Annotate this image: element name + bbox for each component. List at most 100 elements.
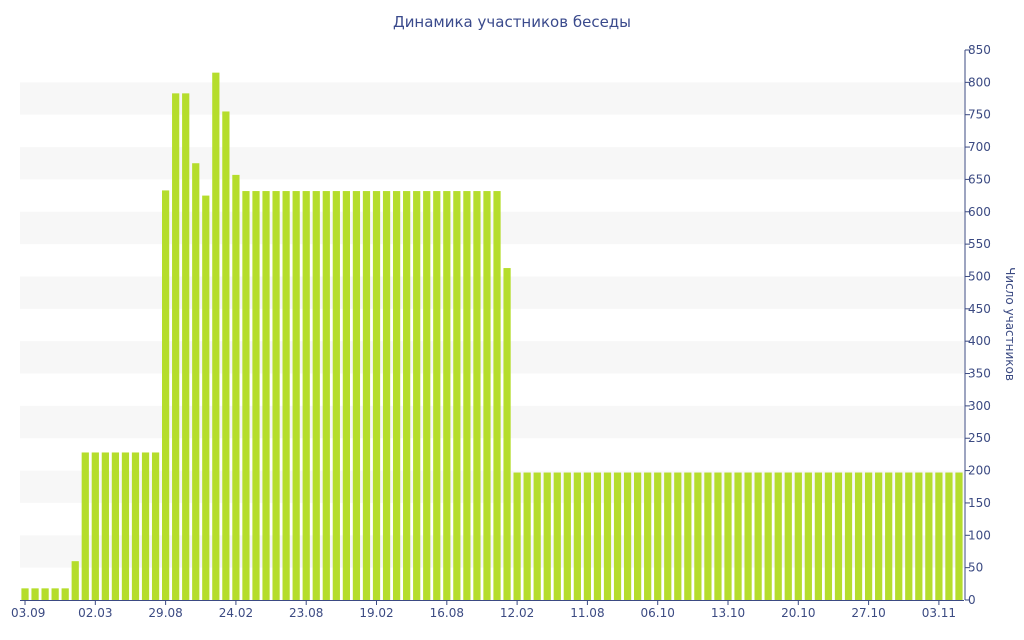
bar <box>151 452 160 600</box>
bar <box>322 191 330 600</box>
bar <box>463 191 471 600</box>
bar <box>162 190 170 601</box>
bar <box>744 472 752 600</box>
bar-series <box>21 72 963 601</box>
bar <box>372 191 381 600</box>
bar <box>674 472 682 600</box>
grid-band <box>20 211 964 245</box>
bar <box>844 472 853 600</box>
bar <box>935 472 943 600</box>
x-tick-label: 20.10 <box>781 606 815 620</box>
x-tick-label: 13.10 <box>711 606 745 620</box>
x-axis: 03.09 02.03 29.08 24.02 23.08 19.02 16.08 12.02… <box>11 600 964 620</box>
bar <box>864 472 873 600</box>
bar <box>533 472 541 600</box>
y-tick-label: 850 <box>968 43 991 57</box>
grid-band <box>20 276 964 309</box>
bar <box>714 472 722 600</box>
bar <box>192 163 200 600</box>
bar <box>955 472 963 600</box>
bar <box>473 191 481 600</box>
bar <box>392 191 401 600</box>
bar <box>212 72 220 601</box>
y-axis: 0 50 100 150 200 250 300 350 400 450 500 550 600 650 7… <box>964 43 991 607</box>
y-tick-label: 100 <box>968 528 991 542</box>
y-tick-label: 650 <box>968 172 991 186</box>
bar <box>603 472 612 600</box>
x-tick-label: 23.08 <box>289 606 323 620</box>
chart-title: Динамика участников беседы <box>392 13 632 31</box>
bar <box>252 191 260 600</box>
bar <box>433 191 441 600</box>
y-tick-label: 500 <box>968 269 991 283</box>
bar <box>61 588 69 600</box>
y-tick-label: 600 <box>968 205 991 219</box>
bar <box>403 191 411 600</box>
y-axis-title: Число участников <box>1003 267 1017 381</box>
x-tick-label: 29.08 <box>148 606 182 620</box>
bar <box>493 191 501 600</box>
bar <box>895 472 903 600</box>
bar <box>885 472 893 600</box>
bar <box>794 472 802 600</box>
grid-band <box>20 470 964 503</box>
y-tick-label: 50 <box>968 561 983 575</box>
bar <box>332 191 340 600</box>
bar <box>724 472 732 600</box>
bar <box>362 191 371 600</box>
bar <box>543 472 551 600</box>
y-tick-label: 250 <box>968 431 991 445</box>
grid-band <box>20 341 964 374</box>
y-tick-label: 300 <box>968 399 991 413</box>
x-tick-label: 27.10 <box>851 606 885 620</box>
y-tick-label: 0 <box>968 593 976 607</box>
bar <box>382 191 391 600</box>
grid-band <box>20 535 964 568</box>
bar <box>915 472 923 600</box>
bar <box>623 472 632 600</box>
bar <box>172 93 180 601</box>
bar <box>111 452 120 600</box>
grid-band <box>20 147 964 180</box>
bar <box>523 472 531 600</box>
bar <box>764 472 772 600</box>
bar <box>71 561 79 600</box>
y-tick-label: 400 <box>968 334 991 348</box>
bar <box>644 472 652 600</box>
bar <box>292 191 300 600</box>
bar <box>81 452 89 600</box>
bar <box>272 191 280 600</box>
bar <box>854 472 863 600</box>
bar <box>232 174 240 600</box>
bar <box>41 588 49 600</box>
x-tick-label: 03.11 <box>922 606 956 620</box>
bar <box>583 472 592 600</box>
y-tick-label: 450 <box>968 302 991 316</box>
x-tick-label: 02.03 <box>78 606 112 620</box>
y-tick-label: 350 <box>968 367 991 381</box>
y-tick-label: 700 <box>968 140 991 154</box>
grid-band <box>20 82 964 115</box>
bar <box>483 191 491 600</box>
x-tick-label: 06.10 <box>641 606 675 620</box>
bar <box>21 588 29 600</box>
bar <box>101 452 109 600</box>
x-tick-label: 03.09 <box>11 606 45 620</box>
bar <box>202 195 210 600</box>
bar <box>704 472 712 600</box>
grid-bands <box>20 82 964 568</box>
y-tick-label: 200 <box>968 464 991 478</box>
bar <box>774 472 782 600</box>
bar <box>834 472 843 600</box>
bar <box>282 191 290 600</box>
x-tick-label: 12.02 <box>500 606 534 620</box>
bar <box>31 588 39 600</box>
bar <box>141 452 150 600</box>
bar <box>352 191 361 600</box>
bar <box>182 93 190 601</box>
bar <box>302 191 310 600</box>
bar <box>654 472 662 600</box>
bar <box>121 452 130 600</box>
y-tick-label: 750 <box>968 108 991 122</box>
